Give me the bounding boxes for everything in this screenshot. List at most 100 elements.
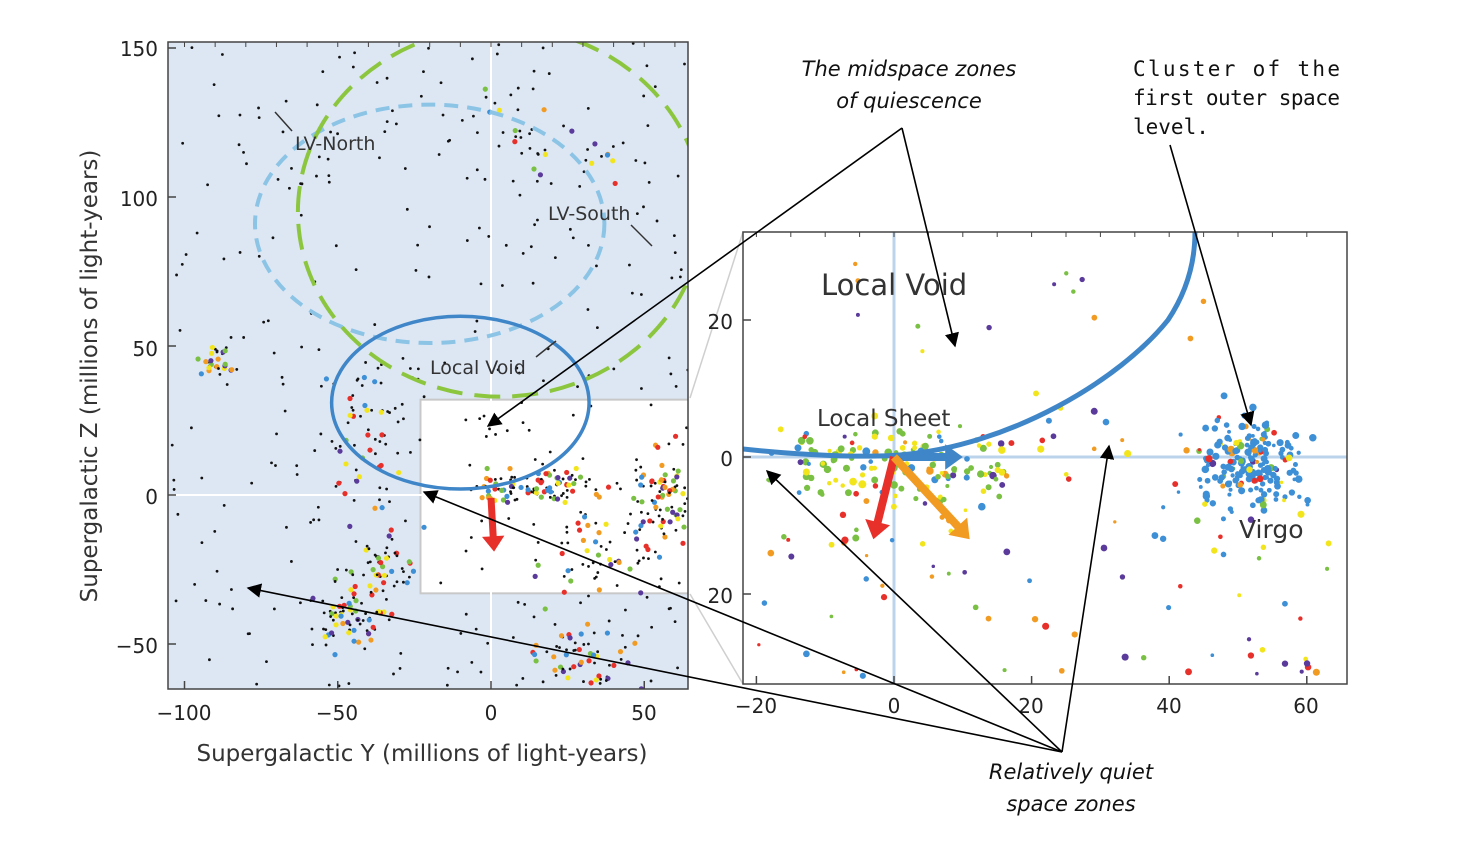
galaxy-point bbox=[374, 452, 377, 456]
galaxy-point bbox=[624, 608, 627, 612]
virgo-galaxy-point bbox=[1221, 469, 1227, 475]
galaxy-point bbox=[414, 268, 418, 272]
galaxy-point bbox=[534, 558, 538, 562]
field-galaxy-point bbox=[1037, 445, 1045, 453]
galaxy-point bbox=[340, 620, 346, 627]
galaxy-point bbox=[568, 667, 572, 671]
galaxy-point bbox=[487, 235, 491, 238]
virgo-galaxy-point bbox=[1264, 459, 1269, 465]
galaxy-point bbox=[386, 533, 392, 539]
galaxy-point bbox=[505, 429, 509, 433]
galaxy-point bbox=[586, 148, 589, 151]
virgo-galaxy-point bbox=[1238, 487, 1246, 495]
galaxy-point bbox=[367, 547, 371, 551]
galaxy-point bbox=[477, 226, 481, 230]
galaxy-point bbox=[523, 602, 527, 606]
galaxy-point bbox=[690, 506, 695, 511]
galaxy-point bbox=[565, 525, 569, 529]
galaxy-point bbox=[475, 131, 479, 135]
quiet-text-line2: space zones bbox=[1006, 792, 1135, 816]
field-galaxy-point bbox=[849, 440, 855, 446]
galaxy-point bbox=[409, 451, 412, 454]
galaxy-point bbox=[543, 471, 549, 477]
galaxy-point bbox=[181, 141, 185, 145]
local-sheet-point bbox=[871, 433, 878, 440]
field-galaxy-point bbox=[1299, 669, 1304, 674]
galaxy-point bbox=[272, 607, 276, 611]
field-galaxy-point bbox=[828, 541, 835, 548]
galaxy-point bbox=[545, 650, 549, 654]
galaxy-point bbox=[395, 580, 399, 584]
virgo-galaxy-point bbox=[1257, 448, 1262, 453]
void-galaxy-point bbox=[1064, 271, 1069, 276]
galaxy-point bbox=[493, 101, 497, 105]
galaxy-point bbox=[607, 619, 611, 623]
field-galaxy-point bbox=[1121, 653, 1129, 661]
galaxy-point bbox=[578, 184, 582, 188]
galaxy-point bbox=[531, 281, 535, 285]
right-y-tick-label: 20 bbox=[708, 584, 733, 608]
galaxy-point bbox=[507, 517, 511, 520]
galaxy-point bbox=[619, 487, 622, 491]
galaxy-point bbox=[525, 487, 531, 493]
galaxy-point bbox=[678, 275, 682, 279]
galaxy-point bbox=[579, 510, 583, 514]
galaxy-point bbox=[588, 477, 591, 481]
field-galaxy-point bbox=[1178, 432, 1183, 437]
galaxy-point bbox=[586, 308, 590, 311]
galaxy-point bbox=[368, 637, 374, 643]
galaxy-point bbox=[366, 631, 372, 637]
galaxy-point bbox=[474, 627, 478, 631]
quiet-text-line1: Relatively quiet bbox=[989, 760, 1154, 784]
galaxy-point bbox=[351, 638, 357, 644]
galaxy-point bbox=[427, 46, 430, 50]
right-panel: Local Void Local Sheet Virgo −20 0 20 40… bbox=[708, 231, 1348, 718]
virgo-galaxy-point bbox=[1254, 439, 1260, 445]
galaxy-point bbox=[660, 492, 666, 498]
quiet-arrow-3 bbox=[765, 470, 1063, 753]
void-galaxy-point bbox=[1079, 276, 1085, 283]
galaxy-point bbox=[295, 464, 299, 468]
void-galaxy-point bbox=[920, 349, 925, 354]
field-galaxy-point bbox=[1220, 551, 1227, 558]
left-plot-frame bbox=[167, 41, 689, 690]
galaxy-point bbox=[647, 180, 651, 184]
local-sheet-point bbox=[844, 489, 852, 497]
galaxy-point bbox=[634, 536, 640, 542]
left-y-tick-label: 50 bbox=[133, 337, 158, 361]
galaxy-point bbox=[611, 145, 615, 148]
local-sheet-point bbox=[853, 431, 858, 437]
local-sheet-point bbox=[968, 465, 974, 471]
galaxy-point bbox=[330, 439, 334, 443]
galaxy-point bbox=[604, 630, 611, 636]
virgo-galaxy-point bbox=[1260, 507, 1268, 514]
virgo-galaxy-point bbox=[1224, 434, 1231, 442]
virgo-galaxy-point bbox=[1211, 474, 1219, 481]
galaxy-point bbox=[528, 146, 532, 150]
galaxy-point bbox=[582, 680, 585, 683]
field-galaxy-point bbox=[972, 604, 979, 611]
virgo-galaxy-point bbox=[1274, 481, 1280, 486]
local-sheet-point bbox=[926, 466, 931, 471]
galaxy-point bbox=[594, 488, 598, 492]
galaxy-point bbox=[532, 69, 536, 73]
galaxy-point bbox=[385, 597, 388, 601]
field-galaxy-point bbox=[1113, 520, 1117, 524]
left-y-tick-label: 150 bbox=[120, 37, 158, 61]
galaxy-point bbox=[649, 679, 653, 683]
galaxy-point bbox=[533, 658, 539, 664]
virgo-galaxy-point bbox=[1257, 444, 1264, 451]
local-sheet-point bbox=[938, 438, 944, 444]
galaxy-point bbox=[370, 408, 374, 412]
midspace-arrow-right bbox=[901, 127, 959, 348]
field-galaxy-point bbox=[1063, 472, 1069, 477]
galaxy-point bbox=[276, 178, 280, 181]
galaxy-point bbox=[560, 541, 564, 545]
galaxy-point bbox=[653, 504, 659, 510]
virgo-galaxy-point bbox=[1259, 481, 1266, 487]
field-galaxy-point bbox=[1042, 622, 1050, 630]
galaxy-point bbox=[561, 667, 565, 671]
galaxy-point bbox=[636, 561, 640, 565]
galaxy-point bbox=[501, 131, 505, 134]
galaxy-point bbox=[348, 569, 354, 575]
